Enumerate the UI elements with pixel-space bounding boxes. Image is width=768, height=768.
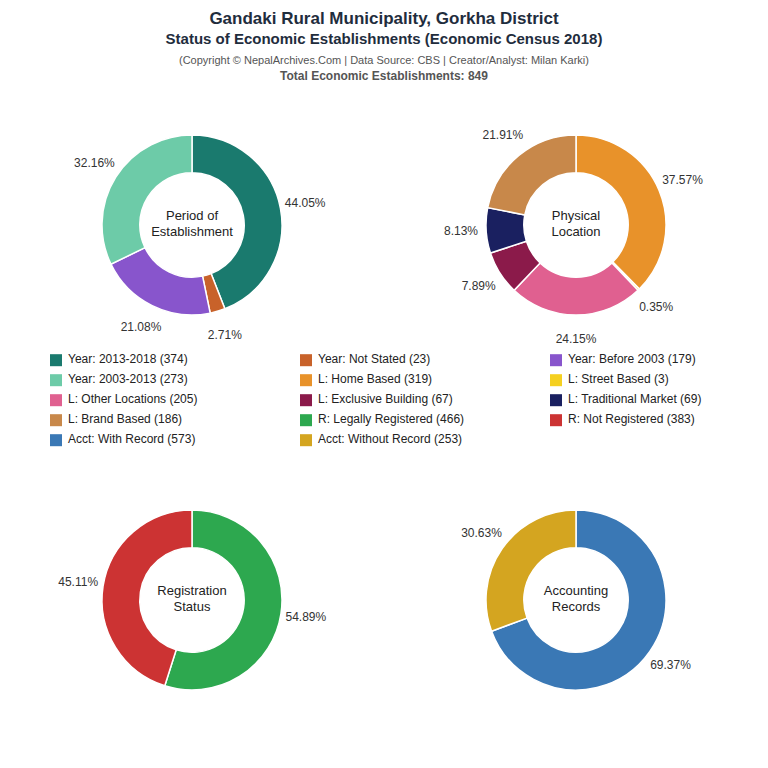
- slices: [486, 135, 666, 315]
- slices: [102, 135, 282, 315]
- legend-swatch: [300, 394, 312, 406]
- center-label-line: Period of: [166, 208, 218, 223]
- center-label: AccountingRecords: [544, 583, 608, 614]
- data-label: 30.63%: [461, 526, 502, 540]
- legend-item: Year: Not Stated (23): [300, 352, 430, 366]
- legend-item: Year: Before 2003 (179): [550, 352, 696, 366]
- data-label: 37.57%: [662, 173, 703, 187]
- legend-label: R: Legally Registered (466): [318, 412, 464, 426]
- data-label: 21.08%: [121, 320, 162, 334]
- legend-label: Year: Not Stated (23): [318, 352, 430, 366]
- legend-swatch: [550, 414, 562, 426]
- title-line: Gandaki Rural Municipality, Gorkha Distr…: [209, 9, 559, 28]
- data-label: 7.89%: [462, 279, 496, 293]
- legend-label: L: Brand Based (186): [68, 412, 182, 426]
- legend-item: Acct: Without Record (253): [300, 432, 462, 446]
- center-label: PhysicalLocation: [551, 208, 600, 239]
- legend-swatch: [50, 354, 62, 366]
- data-label: 0.35%: [639, 300, 673, 314]
- legend-label: L: Other Locations (205): [68, 392, 197, 406]
- data-label: 21.91%: [482, 128, 523, 142]
- data-label: 8.13%: [444, 224, 478, 238]
- legend-swatch: [50, 394, 62, 406]
- legend-swatch: [300, 374, 312, 386]
- legend-swatch: [50, 374, 62, 386]
- legend-item: R: Legally Registered (466): [300, 412, 464, 426]
- donut-chart: 69.37% 30.63% AccountingRecords: [461, 510, 691, 690]
- legend-item: R: Not Registered (383): [550, 412, 695, 426]
- legend-label: L: Traditional Market (69): [568, 392, 701, 406]
- legend-label: Year: 2003-2013 (273): [68, 372, 188, 386]
- legend-label: L: Home Based (319): [318, 372, 432, 386]
- legend-label: Year: 2013-2018 (374): [68, 352, 188, 366]
- data-label: 45.11%: [58, 575, 98, 589]
- title-line: Status of Economic Establishments (Econo…: [166, 30, 603, 47]
- legend-swatch: [300, 354, 312, 366]
- center-label-line: Accounting: [544, 583, 608, 598]
- center-label-line: Establishment: [151, 224, 233, 239]
- legend-item: L: Brand Based (186): [50, 412, 182, 426]
- legend-item: L: Home Based (319): [300, 372, 432, 386]
- data-labels: 54.89% 45.11%: [58, 575, 326, 624]
- center-label-line: Registration: [157, 583, 226, 598]
- donut-chart: 44.05% 2.71% 21.08% 32.16% Period ofEstablis…: [74, 135, 326, 342]
- donut-chart: 37.57% 0.35% 24.15% 7.89% 8.13% 21.91% Physica…: [444, 128, 703, 346]
- slices: [102, 510, 282, 690]
- donut-slice: [111, 248, 210, 315]
- data-label: 2.71%: [208, 328, 242, 342]
- legend-item: L: Other Locations (205): [50, 392, 197, 406]
- center-label-line: Status: [174, 599, 211, 614]
- subtitle-line: Total Economic Establishments: 849: [280, 69, 488, 83]
- legend-label: Year: Before 2003 (179): [568, 352, 696, 366]
- legend-item: L: Street Based (3): [550, 372, 669, 386]
- center-label-line: Location: [551, 224, 600, 239]
- title: Gandaki Rural Municipality, Gorkha Distr…: [166, 9, 603, 47]
- legend-label: L: Exclusive Building (67): [318, 392, 453, 406]
- donut-chart: 54.89% 45.11% RegistrationStatus: [58, 510, 326, 690]
- legend-swatch: [50, 434, 62, 446]
- legend-label: Acct: With Record (573): [68, 432, 195, 446]
- subtitle: (Copyright © NepalArchives.Com | Data So…: [179, 54, 589, 83]
- center-label: RegistrationStatus: [157, 583, 226, 614]
- slices: [486, 510, 666, 690]
- data-label: 69.37%: [650, 658, 691, 672]
- legend-label: L: Street Based (3): [568, 372, 669, 386]
- data-labels: 44.05% 2.71% 21.08% 32.16%: [74, 156, 326, 342]
- legend-label: Acct: Without Record (253): [318, 432, 462, 446]
- donut-slice: [102, 135, 192, 264]
- data-label: 32.16%: [74, 156, 115, 170]
- legend-item: Acct: With Record (573): [50, 432, 195, 446]
- legend-label: R: Not Registered (383): [568, 412, 695, 426]
- chart-root: Gandaki Rural Municipality, Gorkha Distr…: [0, 0, 768, 768]
- background: [0, 0, 768, 768]
- legend-swatch: [300, 414, 312, 426]
- legend: Year: 2013-2018 (374) Year: Not Stated (2…: [50, 352, 701, 446]
- legend-swatch: [550, 374, 562, 386]
- legend-item: Year: 2003-2013 (273): [50, 372, 188, 386]
- data-label: 24.15%: [556, 332, 597, 346]
- center-label-line: Physical: [552, 208, 601, 223]
- center-label: Period ofEstablishment: [151, 208, 233, 239]
- legend-item: L: Exclusive Building (67): [300, 392, 453, 406]
- legend-swatch: [300, 434, 312, 446]
- legend-swatch: [50, 414, 62, 426]
- subtitle-line: (Copyright © NepalArchives.Com | Data So…: [179, 54, 589, 66]
- data-labels: 37.57% 0.35% 24.15% 7.89% 8.13% 21.91%: [444, 128, 703, 346]
- legend-swatch: [550, 354, 562, 366]
- center-label-line: Records: [552, 599, 601, 614]
- data-label: 44.05%: [285, 196, 326, 210]
- data-labels: 69.37% 30.63%: [461, 526, 691, 672]
- data-label: 54.89%: [285, 610, 326, 624]
- legend-item: L: Traditional Market (69): [550, 392, 701, 406]
- donut-slice: [488, 135, 576, 215]
- legend-swatch: [550, 394, 562, 406]
- legend-item: Year: 2013-2018 (374): [50, 352, 188, 366]
